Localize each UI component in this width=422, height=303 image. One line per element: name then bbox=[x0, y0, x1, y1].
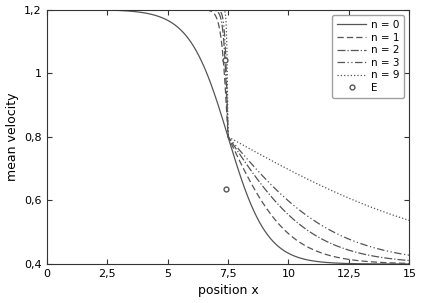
Y-axis label: mean velocity: mean velocity bbox=[5, 92, 19, 181]
Legend: n = 0, n = 1, n = 2, n = 3, n = 9, E: n = 0, n = 1, n = 2, n = 3, n = 9, E bbox=[332, 15, 404, 98]
X-axis label: position x: position x bbox=[197, 285, 258, 298]
